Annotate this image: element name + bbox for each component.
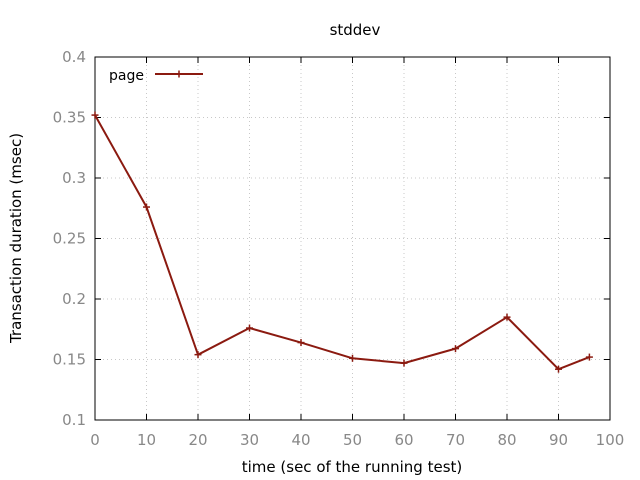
y-tick-label: 0.1	[62, 411, 86, 429]
series-layer	[91, 111, 593, 373]
data-point	[297, 339, 305, 347]
y-tick-label: 0.15	[53, 351, 86, 369]
x-tick-label: 50	[343, 431, 362, 449]
x-tick-label: 0	[90, 431, 100, 449]
chart-title: stddev	[330, 21, 381, 39]
data-point	[585, 353, 593, 361]
x-tick-label: 90	[549, 431, 568, 449]
legend: page	[109, 68, 203, 84]
x-tick-label: 100	[596, 431, 625, 449]
legend-label-page: page	[109, 68, 144, 84]
x-axis-title: time (sec of the running test)	[242, 458, 463, 476]
x-tick-label: 80	[497, 431, 516, 449]
x-tick-label: 20	[188, 431, 207, 449]
y-tick-label: 0.3	[62, 169, 86, 187]
data-point	[246, 324, 253, 332]
y-tick-label: 0.2	[62, 290, 86, 308]
y-axis-title: Transaction duration (msec)	[7, 133, 25, 344]
data-point	[143, 203, 150, 211]
data-point	[349, 354, 356, 362]
grid	[95, 57, 610, 420]
legend-marker-point	[175, 70, 183, 78]
y-tick-label: 0.25	[53, 230, 86, 248]
data-point	[194, 351, 202, 359]
data-point	[555, 365, 562, 373]
data-point	[91, 111, 99, 119]
legend-marker-page	[175, 70, 183, 78]
data-point	[452, 345, 459, 353]
y-tick-label: 0.35	[53, 109, 86, 127]
x-tick-label: 60	[394, 431, 413, 449]
x-tick-label: 70	[446, 431, 465, 449]
axis-ticks: 0 10 20 30 40 50 60 70 80 90 100 0.1 0.15 0.2 0.25 0.3 0…	[53, 48, 625, 449]
data-point	[503, 313, 511, 321]
data-point	[400, 359, 408, 367]
series-line-page	[94, 114, 590, 371]
x-tick-label: 40	[291, 431, 310, 449]
y-tick-label: 0.4	[62, 48, 86, 66]
x-tick-label: 10	[137, 431, 156, 449]
x-tick-label: 30	[240, 431, 259, 449]
